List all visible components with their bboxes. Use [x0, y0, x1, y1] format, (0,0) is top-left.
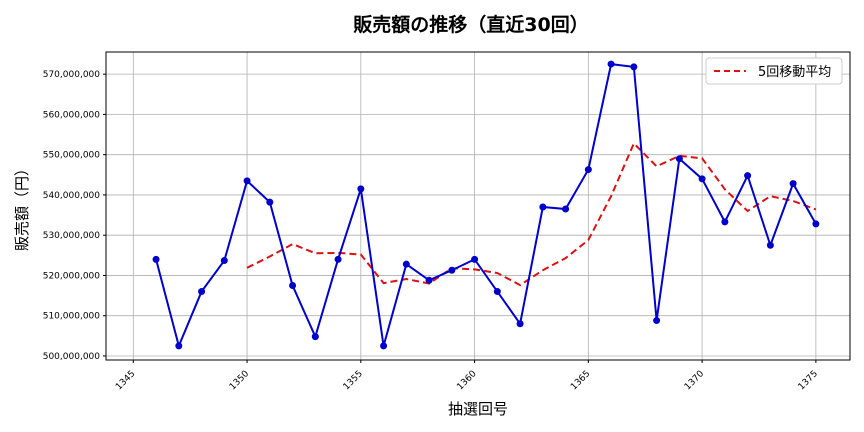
data-point: [243, 177, 251, 185]
x-tick-label: 1365: [569, 369, 592, 392]
data-point: [448, 266, 456, 274]
data-point: [493, 288, 501, 296]
data-point: [357, 185, 365, 193]
data-point: [175, 342, 183, 350]
x-axis-label: 抽選回号: [448, 400, 508, 418]
moving-average-line: [246, 141, 817, 287]
y-axis-label: 販売額（円）: [13, 161, 31, 251]
y-tick-label: 550,000,000: [43, 151, 101, 161]
x-axis: 1345 1350 1355 1360 1365 1370 1375: [114, 360, 820, 392]
data-point: [698, 175, 706, 183]
data-point: [471, 255, 479, 263]
data-point: [289, 282, 297, 290]
data-point: [789, 180, 797, 188]
y-tick-label: 520,000,000: [43, 271, 101, 281]
y-tick-label: 500,000,000: [43, 352, 101, 362]
x-tick-label: 1375: [797, 369, 820, 392]
data-point: [766, 241, 774, 249]
x-tick-label: 1360: [455, 369, 478, 392]
x-tick-label: 1350: [228, 369, 251, 392]
legend-box: [705, 57, 843, 85]
y-tick-label: 560,000,000: [43, 110, 101, 120]
data-point: [380, 342, 388, 350]
plot-area: [105, 51, 851, 361]
y-tick-label: 540,000,000: [43, 191, 101, 201]
x-tick-label: 1370: [683, 369, 706, 392]
data-point: [539, 203, 547, 211]
data-point: [562, 205, 570, 213]
data-point: [266, 198, 274, 206]
data-point: [220, 257, 228, 265]
legend: 5回移動平均: [705, 57, 843, 85]
data-point: [812, 220, 820, 228]
y-tick-label: 570,000,000: [43, 70, 101, 80]
data-point: [311, 333, 319, 341]
data-point: [152, 255, 160, 263]
y-tick-label: 510,000,000: [43, 312, 101, 322]
data-point: [630, 63, 638, 71]
x-tick-label: 1345: [114, 369, 137, 392]
data-point: [744, 172, 752, 180]
data-point: [653, 317, 661, 325]
grid-lines: [106, 52, 850, 360]
y-tick-label: 530,000,000: [43, 231, 101, 241]
data-point: [334, 255, 342, 263]
legend-label: 5回移動平均: [758, 65, 831, 80]
data-point: [675, 155, 683, 163]
y-axis: 500,000,000 510,000,000 520,000,000 530,000…: [43, 70, 106, 362]
sales-line: [152, 60, 820, 350]
data-point: [516, 320, 524, 328]
chart-title: 販売額の推移（直近30回）: [353, 13, 588, 36]
data-point: [584, 166, 592, 174]
data-point: [607, 60, 615, 68]
x-tick-label: 1355: [342, 369, 365, 392]
data-point: [425, 276, 433, 284]
data-point: [198, 288, 206, 296]
data-point: [402, 260, 410, 268]
data-point: [721, 218, 729, 226]
